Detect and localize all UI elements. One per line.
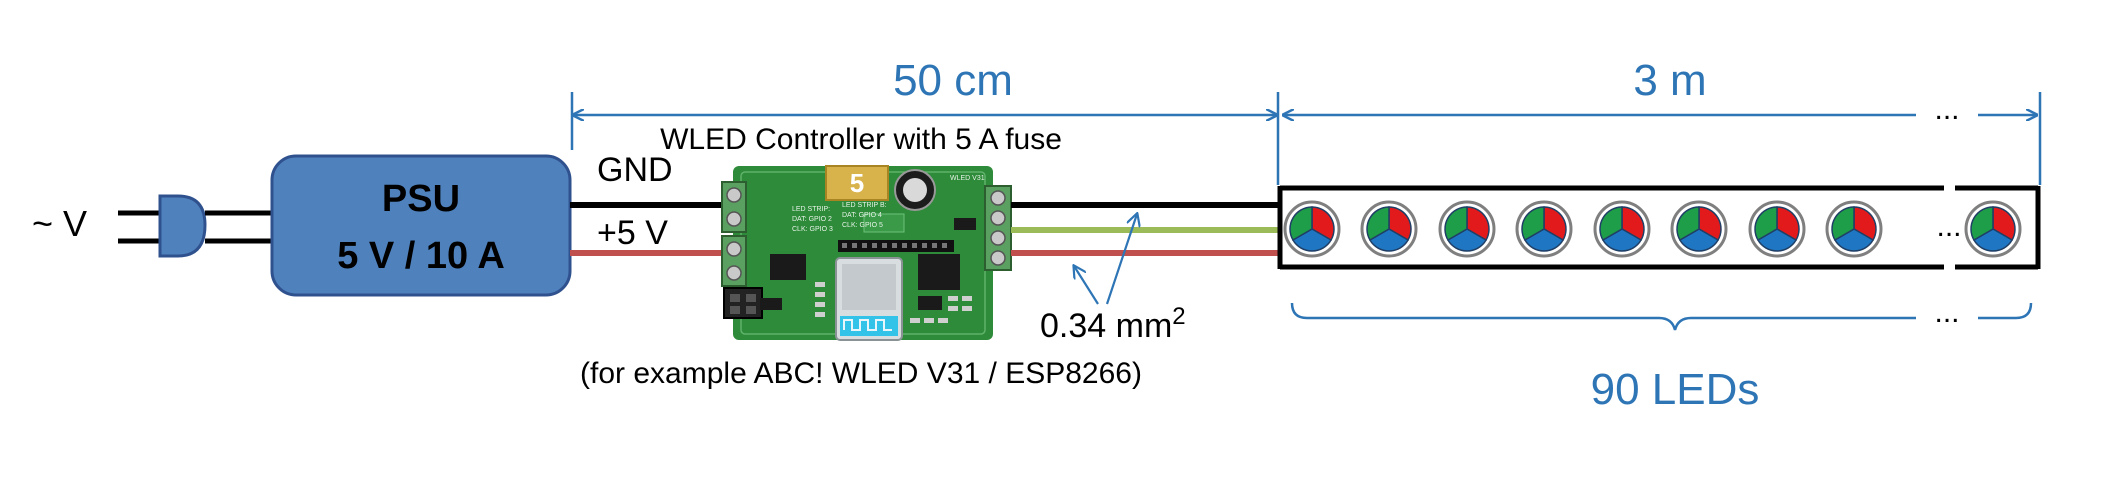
board-text: DAT: GPIO 2 [792, 216, 832, 223]
board-fuse-label: 5 [850, 168, 864, 198]
led-sector [1444, 206, 1468, 242]
psu-box [270, 154, 572, 297]
board-text: LED STRIP B: [842, 202, 887, 209]
led-group [1283, 200, 2022, 258]
cross-section-label: 0.34 mm2 [1040, 303, 1186, 345]
led-sector [1676, 206, 1700, 242]
led-sector [1446, 228, 1488, 252]
vplus-label: +5 V [597, 214, 668, 252]
led-sector [1599, 206, 1623, 242]
led-sector [1754, 206, 1778, 242]
mains-voltage-label: ~ V [32, 203, 87, 244]
led-strip-ellipsis: ... [1936, 210, 1961, 243]
strip-length-ellipsis: ... [1934, 93, 1959, 126]
led-strip [1277, 185, 2041, 270]
board-text: CLK: GPIO 3 [792, 226, 833, 233]
cross-section-arrow [1074, 266, 1099, 305]
led [1825, 200, 1883, 258]
strip-length-label: 3 m [1633, 56, 1706, 105]
led-sector [1368, 228, 1410, 252]
board-text: CLK: GPIO 5 [842, 222, 883, 229]
led [1593, 200, 1651, 258]
psu-title: PSU [382, 178, 460, 220]
board-text: DAT: GPIO 4 [842, 212, 882, 219]
led-sector [1601, 228, 1643, 252]
led-count-ellipsis: ... [1934, 296, 1959, 329]
board-text: LED STRIP: [792, 206, 830, 213]
led-sector [1366, 206, 1390, 242]
gnd-label: GND [597, 151, 673, 189]
led-count-brace-end [1978, 302, 2033, 320]
led-sector [1970, 206, 1994, 242]
led [1515, 200, 1573, 258]
led-count-brace [1290, 302, 1916, 331]
wled-controller-board [721, 165, 1012, 341]
controller-title: WLED Controller with 5 A fuse [660, 123, 1062, 156]
cross-section-value: 0.34 mm [1040, 307, 1172, 345]
cross-section-superscript: 2 [1172, 303, 1185, 330]
cable-length-label: 50 cm [893, 56, 1013, 105]
led [1748, 200, 1806, 258]
led-sector [1972, 228, 2014, 252]
led-sector [1523, 228, 1565, 252]
led-sector [1291, 228, 1333, 252]
led-sector [1678, 228, 1720, 252]
led-sector [1833, 228, 1875, 252]
led [1964, 200, 2022, 258]
led-count-label: 90 LEDs [1591, 365, 1760, 414]
led-sector [1521, 206, 1545, 242]
led-sector [1756, 228, 1798, 252]
psu-input-cable [205, 210, 272, 244]
led [1670, 200, 1728, 258]
plug-icon [158, 194, 207, 258]
led [1360, 200, 1418, 258]
psu-rating: 5 V / 10 A [337, 235, 505, 277]
plug-leads [118, 210, 160, 244]
led-sector [1831, 206, 1855, 242]
led [1283, 200, 1341, 258]
controller-example: (for example ABC! WLED V31 / ESP8266) [580, 357, 1142, 390]
board-text: WLED V31 [950, 175, 985, 182]
cross-section-arrow [1105, 214, 1137, 305]
led [1438, 200, 1496, 258]
led-sector [1289, 206, 1313, 242]
